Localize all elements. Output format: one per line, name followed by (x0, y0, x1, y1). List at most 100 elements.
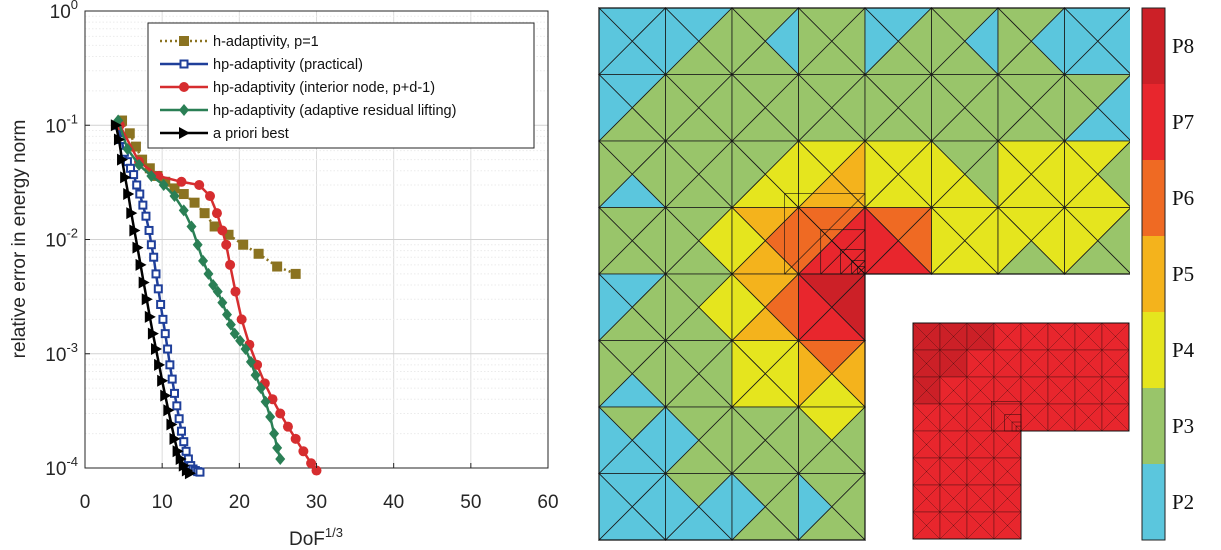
mesh-triangle (665, 206, 700, 275)
data-point (132, 241, 144, 254)
mesh-triangle (665, 339, 700, 408)
mesh-triangle (1064, 73, 1099, 142)
data-point (255, 382, 266, 395)
colorbar-label: P5 (1172, 262, 1194, 286)
mesh-triangle (1064, 140, 1099, 209)
data-point (163, 404, 175, 417)
legend-marker (179, 82, 189, 92)
x-tick-label: 0 (80, 492, 91, 513)
data-point (158, 314, 168, 324)
mesh-polynomial-degree-map (598, 7, 1130, 541)
data-point (178, 189, 189, 200)
legend-label: a priori best (213, 126, 289, 142)
legend-box (147, 22, 535, 149)
data-point (176, 176, 187, 187)
legend-label: hp-adaptivity (interior node, p+d-1) (213, 80, 435, 96)
colorbar-label: P8 (1172, 34, 1194, 58)
series-5 (110, 119, 196, 480)
mesh-cells (598, 7, 1130, 541)
data-point (275, 408, 286, 419)
mesh-triangle (931, 7, 966, 76)
data-point (157, 374, 169, 387)
colorbar-segment (1142, 8, 1165, 84)
mesh-triangle (1064, 206, 1099, 275)
data-point (245, 355, 256, 368)
mesh-triangle (665, 472, 700, 541)
data-point (290, 268, 301, 279)
mesh-triangle (731, 406, 766, 475)
x-tick-label: 10 (152, 492, 173, 513)
mesh-triangle (997, 206, 1032, 275)
data-point (169, 190, 180, 203)
mesh-triangle (798, 273, 833, 342)
x-tick-label: 20 (229, 492, 250, 513)
y-tick-label: 100 (50, 0, 78, 23)
colorbar-label: P6 (1172, 186, 1194, 210)
y-tick-label: 10-2 (45, 226, 78, 252)
y-tick-label: 10-4 (45, 454, 78, 480)
colorbar-label: P3 (1172, 414, 1194, 438)
data-point (290, 433, 301, 444)
colorbar-segment (1142, 236, 1165, 312)
mesh-triangle (665, 273, 700, 342)
data-point (306, 458, 317, 469)
legend-item: hp-adaptivity (interior node, p+d-1) (160, 80, 435, 96)
mesh-triangle (798, 406, 833, 475)
y-tick-label: 10-1 (45, 111, 78, 137)
data-point (272, 261, 283, 272)
mesh-triangle (931, 140, 966, 209)
colorbar-segment (1142, 84, 1165, 160)
x-axis-label: DoF1/3 (289, 525, 343, 550)
data-point (172, 445, 184, 458)
data-point (169, 432, 181, 445)
data-point (221, 239, 232, 250)
mesh-triangle (731, 206, 766, 275)
data-point (189, 197, 200, 208)
data-point (120, 171, 132, 184)
mesh-triangle (864, 7, 899, 76)
data-point (260, 395, 271, 408)
data-point (192, 238, 203, 251)
colorbar-frame (1141, 7, 1166, 541)
legend-marker (179, 59, 189, 69)
x-tick-labels: 0 10 20 30 40 50 60 (80, 463, 559, 513)
data-point (240, 343, 251, 356)
data-point (311, 465, 322, 476)
mesh-triangle (665, 7, 700, 76)
mesh-triangle (665, 73, 700, 142)
plot-series (110, 114, 322, 480)
data-point (146, 169, 157, 182)
data-point (156, 299, 166, 309)
x-tick-label: 60 (537, 492, 558, 513)
data-point (236, 314, 247, 325)
data-point (135, 189, 145, 199)
data-point (238, 239, 249, 250)
data-point (269, 427, 280, 440)
mesh-triangle (731, 273, 766, 342)
data-point (146, 240, 156, 250)
data-point (150, 343, 162, 356)
data-point (158, 178, 169, 191)
mesh-triangle (1064, 7, 1099, 76)
colorbar-segment (1142, 312, 1165, 388)
data-point (179, 437, 189, 447)
legend: h-adaptivity, p=1 hp-adaptivity (practica… (147, 22, 535, 149)
mesh-triangle (798, 7, 833, 76)
data-point (212, 285, 223, 298)
data-point (225, 318, 236, 331)
inset-refinement-mesh (912, 322, 1130, 540)
data-point (217, 296, 228, 309)
mesh-triangle (798, 73, 833, 142)
data-point (211, 208, 222, 219)
data-point (175, 452, 187, 465)
data-point (186, 220, 197, 233)
mesh-triangle (997, 7, 1032, 76)
data-point (199, 208, 210, 219)
data-point (167, 374, 177, 384)
mesh-triangle (731, 7, 766, 76)
data-point (141, 211, 151, 221)
data-point (149, 252, 159, 262)
data-point (160, 389, 172, 402)
legend-marker (179, 36, 189, 46)
data-point (165, 360, 175, 370)
